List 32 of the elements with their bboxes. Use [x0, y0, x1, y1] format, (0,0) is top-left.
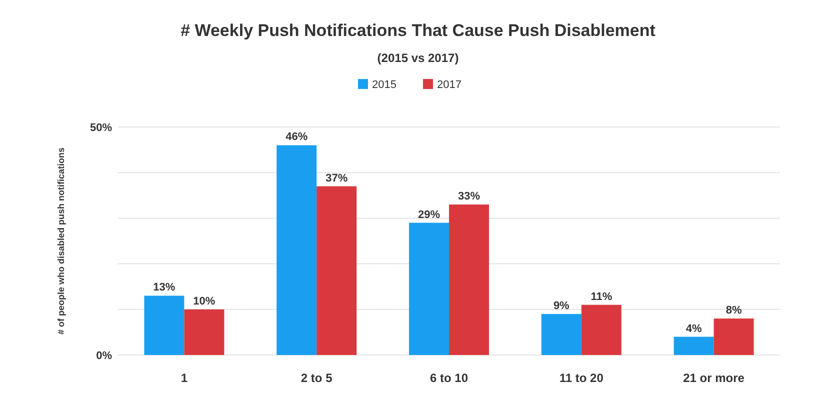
data-label: 13%	[153, 282, 176, 294]
x-tick-label: 21 or more	[683, 371, 745, 385]
data-label: 29%	[418, 208, 440, 221]
data-label: 10%	[193, 295, 216, 308]
bar	[184, 309, 224, 355]
y-tick-label: 50%	[90, 122, 112, 134]
chart-title: # Weekly Push Notifications That Cause Push Disablement	[180, 21, 656, 40]
data-label: 11%	[590, 290, 612, 303]
data-label: 8%	[726, 304, 742, 317]
legend-label: 2017	[437, 79, 462, 91]
data-label: 46%	[286, 131, 308, 144]
x-tick-label: 2 to 5	[300, 371, 333, 385]
x-tick-label: 6 to 10	[430, 371, 468, 385]
y-tick-label: 0%	[96, 350, 112, 362]
x-tick-label: 11 to 20	[559, 371, 604, 385]
data-label: 9%	[553, 300, 570, 312]
bar	[144, 296, 184, 355]
chart-subtitle: (2015 vs 2017)	[377, 51, 459, 65]
bar	[541, 314, 582, 355]
bar	[714, 318, 754, 355]
x-tick-label: 1	[180, 371, 188, 385]
bar	[409, 222, 449, 355]
legend-label: 2015	[372, 79, 396, 91]
bar	[316, 186, 357, 355]
data-label: 4%	[686, 322, 702, 335]
bar	[276, 145, 317, 355]
data-label: 33%	[458, 190, 480, 203]
y-axis-title: # of people who disabled push notifications	[56, 147, 66, 335]
data-label: 37%	[326, 172, 348, 184]
bar	[449, 204, 489, 355]
bar	[674, 336, 714, 355]
bar	[581, 304, 622, 355]
